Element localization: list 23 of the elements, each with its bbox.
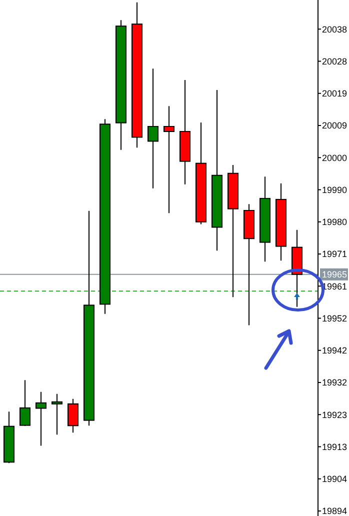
candlestick xyxy=(20,380,30,426)
y-tick-label: 19961 xyxy=(322,281,348,292)
y-tick-label: 20038 xyxy=(322,24,348,34)
y-tick-label: 19894 xyxy=(322,506,348,516)
y-tick-label: 20019 xyxy=(322,88,348,99)
y-tick-label: 19990 xyxy=(322,184,348,195)
candlestick xyxy=(148,68,158,189)
y-tick-label: 19980 xyxy=(322,217,348,228)
y-tick-label: 19942 xyxy=(322,346,348,356)
candlestick xyxy=(52,393,62,436)
y-tick-label: 19923 xyxy=(322,410,348,420)
y-tick-label: 19971 xyxy=(322,249,348,260)
y-tick-label: 20009 xyxy=(322,120,348,131)
y-tick-label: 20000 xyxy=(322,152,348,163)
y-tick-label: 19904 xyxy=(322,474,348,484)
y-tick-label: 19952 xyxy=(322,313,348,324)
candlestick xyxy=(36,391,46,446)
candlestick xyxy=(164,106,174,214)
y-tick-label: 20028 xyxy=(322,56,348,66)
candlestick xyxy=(68,398,78,434)
y-tick-label: 19932 xyxy=(322,378,348,388)
y-tick-label: 19913 xyxy=(322,442,348,452)
ref-line-label: 19965 xyxy=(322,270,348,280)
